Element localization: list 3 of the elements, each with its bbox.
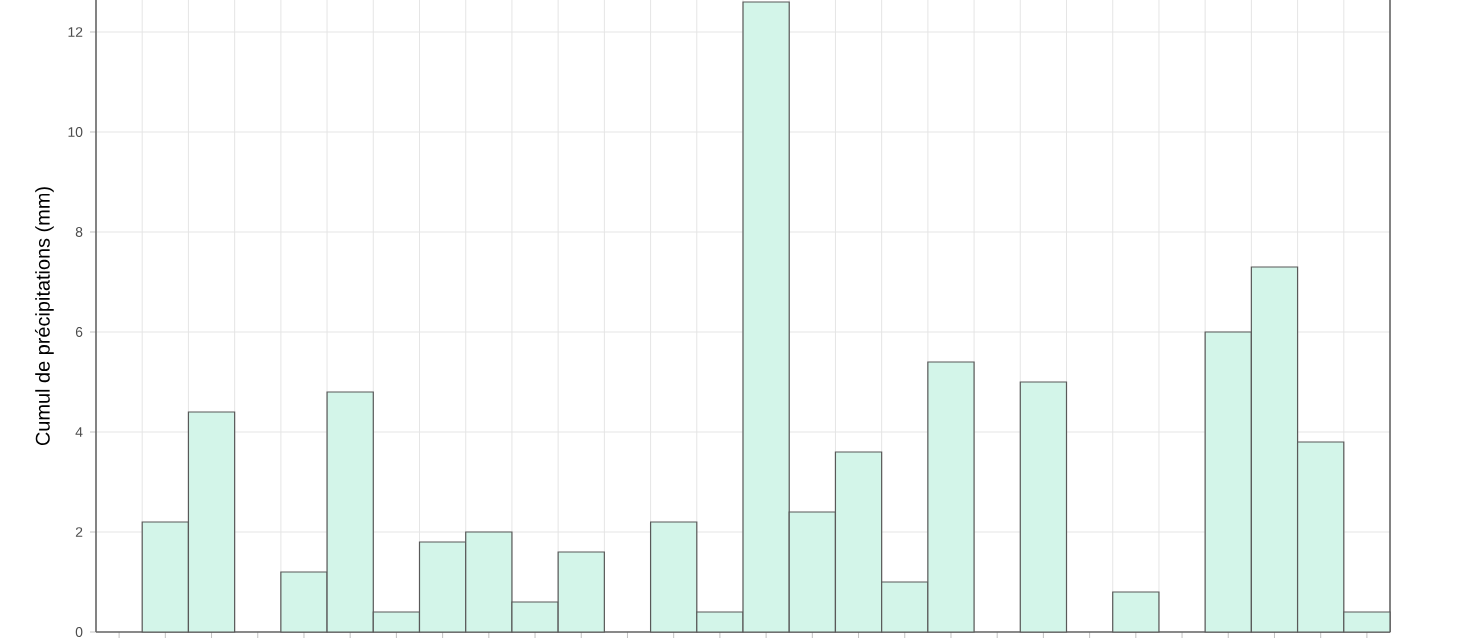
y-axis-title: Cumul de précipitations (mm): [34, 187, 54, 446]
bar: [1019, 381, 1068, 633]
bar: [1112, 591, 1160, 633]
